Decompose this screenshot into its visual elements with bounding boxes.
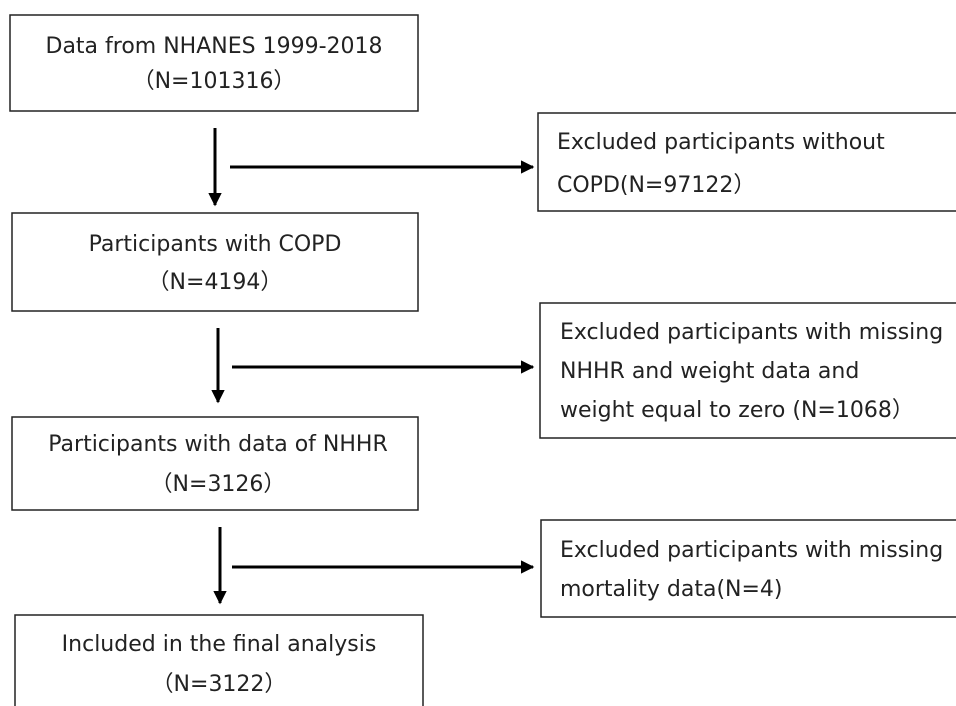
exclusion-box <box>537 112 956 212</box>
node-box <box>14 614 424 706</box>
node-text: （N=3122） <box>152 672 287 697</box>
exclusion-text: weight equal to zero (N=1068） <box>560 398 914 423</box>
node-box <box>9 14 419 112</box>
exclusion-text: mortality data(N=4) <box>560 577 783 602</box>
node-box <box>11 416 419 511</box>
node-text: Data from NHANES 1999-2018 <box>46 34 383 59</box>
node-text: Participants with COPD <box>89 232 342 257</box>
exclusion-text: Excluded participants with missing <box>560 538 943 563</box>
exclusion-box <box>539 302 956 439</box>
node-text: （N=4194） <box>148 270 283 295</box>
node-text: Participants with data of NHHR <box>48 432 387 457</box>
node-box <box>11 212 419 312</box>
node-text: （N=101316） <box>133 69 296 94</box>
exclusion-text: Excluded participants with missing <box>560 320 943 345</box>
node-text: Included in the final analysis <box>62 632 377 657</box>
exclusion-text: Excluded participants without <box>557 130 885 155</box>
exclusion-text: COPD(N=97122） <box>557 173 755 198</box>
node-text: （N=3126） <box>151 472 286 497</box>
exclusion-text: NHHR and weight data and <box>560 359 859 384</box>
exclusion-box <box>540 519 956 618</box>
